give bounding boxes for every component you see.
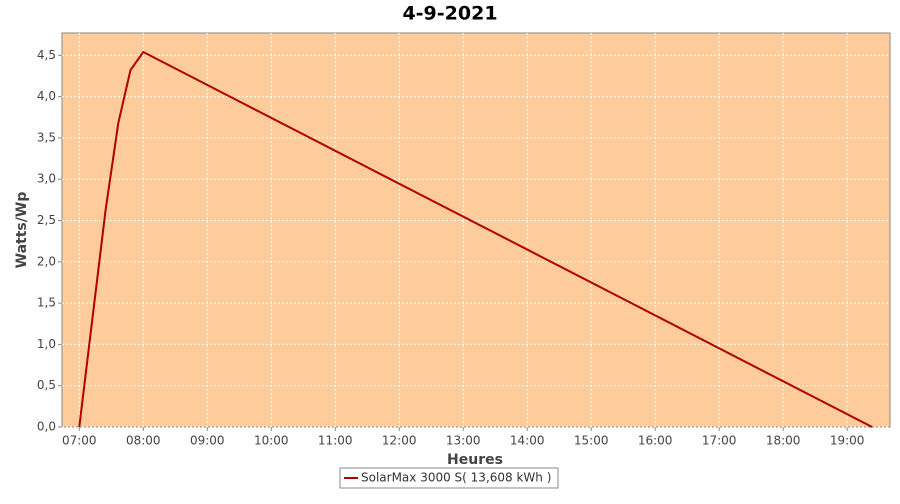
y-tick-label: 3,5 [37,130,56,144]
x-tick-label: 12:00 [382,434,417,448]
y-tick-label: 2,0 [37,254,56,268]
x-tick-label: 19:00 [830,434,865,448]
chart-title: 4-9-2021 [402,3,497,25]
x-tick-label: 15:00 [574,434,609,448]
data-line [78,50,873,428]
y-tick-label: 4,0 [37,89,56,103]
x-tick-label: 18:00 [766,434,801,448]
y-tick-label: 1,5 [37,296,56,310]
x-tick-label: 11:00 [318,434,353,448]
y-tick-label: 0,0 [37,420,56,434]
y-tick-label: 4,5 [37,48,56,62]
legend-label: SolarMax 3000 S( 13,608 kWh ) [361,471,551,485]
x-axis-label: Heures [447,452,503,468]
legend-box [339,467,559,489]
y-tick-label: 1,0 [37,337,56,351]
x-tick-label: 13:00 [446,434,481,448]
x-tick-label: 17:00 [702,434,737,448]
y-tick-label: 2,5 [37,213,56,227]
x-tick-label: 07:00 [62,434,97,448]
x-tick-label: 09:00 [190,434,225,448]
y-tick-label: 3,0 [37,172,56,186]
y-axis-label: Watts/Wp [14,192,30,269]
y-tick-label: 0,5 [37,378,56,392]
x-tick-label: 10:00 [254,434,289,448]
x-tick-label: 08:00 [126,434,161,448]
x-tick-label: 14:00 [510,434,545,448]
x-tick-label: 16:00 [638,434,673,448]
plot-area [61,32,891,428]
